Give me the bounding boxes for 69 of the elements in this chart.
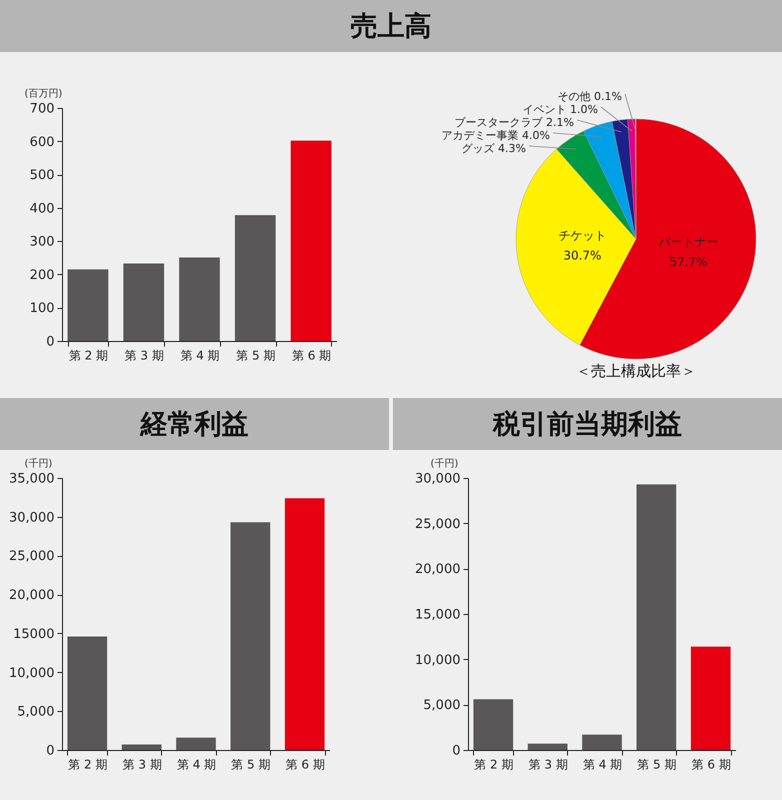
y-tick-label: 700 [30,102,54,116]
bar [290,140,332,341]
x-tick-label: 第 6 期 [286,758,325,772]
y-tick-label: 0 [46,744,54,758]
x-tick-label: 第 4 期 [582,758,622,772]
slice-label: アカデミー事業 4.0% [442,129,550,142]
slice-label: パートナー [657,235,718,250]
x-tick-label: 第 2 期 [68,758,108,772]
y-tick-label: 0 [46,334,54,350]
x-tick-label: 第 5 期 [236,348,276,362]
y-tick-label: 10,000 [9,666,54,681]
y-axis-title: (千円) [430,458,458,470]
x-tick-label: 第 5 期 [231,758,270,772]
y-tick-label: 30,000 [415,472,460,486]
slice-label: その他 0.1% [558,90,622,103]
bar [230,522,270,750]
y-tick-label: 25,000 [415,516,460,532]
slice-label: ブースタークラブ 2.1% [454,116,574,129]
text: ＜売上構成比率＞ [576,362,696,380]
x-tick-label: 第 3 期 [124,348,164,362]
bar [123,263,164,341]
y-tick-label: 400 [30,201,54,216]
y-tick-label: 15000 [13,626,54,642]
bar [690,646,731,750]
y-tick-label: 15,000 [415,608,460,622]
bar [528,744,568,750]
y-tick-label: 20,000 [415,562,460,578]
y-tick-label: 30,000 [9,510,54,526]
chart-title: 経常利益 [0,398,389,450]
slice-label: グッズ 4.3% [462,142,526,155]
x-tick-label: 第 6 期 [692,758,731,772]
bar [67,636,108,750]
x-tick-label: 第 6 期 [292,348,332,362]
y-tick-label: 300 [30,234,54,250]
y-tick-label: 35,000 [9,472,54,486]
data-label: 57.7% [669,255,708,270]
bar [68,269,108,341]
bar [122,744,162,750]
bar [636,484,676,750]
y-tick-label: 20,000 [9,588,54,604]
x-tick-label: 第 4 期 [176,758,216,772]
chart-title: 売上高 [0,0,782,52]
bar [179,257,220,341]
bar [582,734,622,750]
bar [234,215,276,341]
y-axis-title: (百万円) [24,88,62,100]
y-tick-label: 25,000 [9,549,54,564]
y-tick-label: 200 [30,268,54,283]
data-label: 30.7% [563,248,602,262]
bar [284,498,325,750]
y-tick-label: 5,000 [17,704,54,720]
y-tick-label: 5,000 [423,698,460,714]
chart-title: 税引前当期利益 [393,398,782,450]
y-tick-label: 0 [452,744,460,758]
x-tick-label: 第 3 期 [528,758,568,772]
y-tick-label: 600 [30,134,54,150]
y-tick-label: 10,000 [415,652,460,668]
y-axis-title: (千円) [24,458,52,470]
bar [176,738,216,750]
x-tick-label: 第 5 期 [637,758,676,772]
y-tick-label: 500 [30,168,54,184]
x-tick-label: 第 2 期 [474,758,514,772]
x-tick-label: 第 4 期 [180,348,220,362]
bar [473,699,514,750]
x-tick-label: 第 2 期 [68,348,108,362]
x-tick-label: 第 3 期 [122,758,162,772]
slice-label: チケット [558,228,606,242]
y-tick-label: 100 [30,301,54,316]
slice-label: イベント 1.0% [522,103,598,116]
